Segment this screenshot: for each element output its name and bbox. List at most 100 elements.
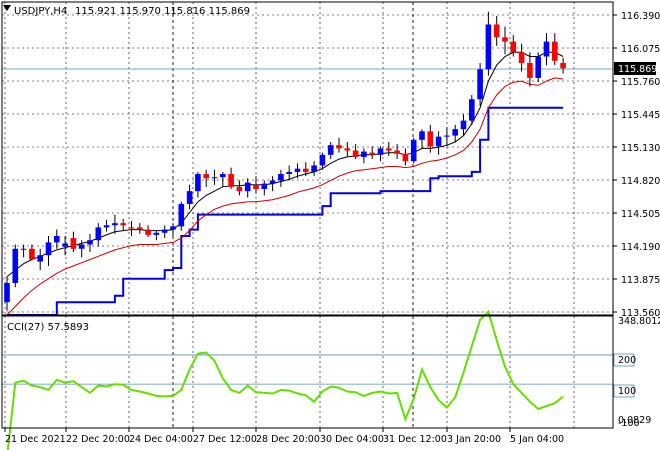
price-axis: 116.390 116.075 115.760 115.445 115.130 114.8… <box>613 11 660 319</box>
cci-level-tag <box>613 353 635 367</box>
candle-bear <box>120 223 126 226</box>
candle-bull <box>410 139 417 162</box>
candle-bull <box>261 183 268 189</box>
candle-bull <box>286 171 292 175</box>
candle-bear <box>352 150 359 157</box>
candle-bull <box>311 165 317 172</box>
chart-frame <box>1 1 614 429</box>
candle-bull <box>485 24 492 70</box>
price-tags: 115.869 348.8012 200 100 0.0829-100 <box>613 62 660 429</box>
candle-bull <box>161 229 168 233</box>
candle-bear <box>402 153 409 162</box>
cci-label: CCI(27) 57.5893 <box>7 322 89 333</box>
candle-bull <box>269 180 276 184</box>
candle-bear <box>427 131 434 147</box>
candle-bear <box>518 52 525 63</box>
y-tick-label: 115.130 <box>621 143 660 154</box>
candle-bear <box>253 184 259 189</box>
cci-scale-label: -100 <box>618 418 640 429</box>
candle-bull <box>543 41 550 57</box>
candle-bear <box>493 24 500 38</box>
candle-bull <box>45 242 52 256</box>
candle-bear <box>128 227 135 229</box>
candle-bear <box>145 229 151 235</box>
collapse-triangle-icon[interactable] <box>3 5 11 11</box>
candle-bull <box>377 148 384 155</box>
trailing-stop-line <box>7 106 564 316</box>
candle-bull <box>477 69 483 100</box>
current-price-text: 115.869 <box>618 64 657 75</box>
candle-bull <box>535 56 541 78</box>
candle-bull <box>170 226 176 230</box>
candle-bull <box>87 240 93 245</box>
x-tick-label: 27 Dec 12:00 <box>193 434 257 445</box>
candle-bear <box>510 41 517 53</box>
x-tick-label: 24 Dec 04:00 <box>129 434 193 445</box>
candle-bull <box>12 248 19 283</box>
chart-grid <box>2 2 613 428</box>
candle-bear <box>303 168 309 172</box>
candle-bear <box>70 238 77 249</box>
ohlc-readout: 115.921 115.970 115.816 115.869 <box>75 6 250 17</box>
candle-bear <box>336 145 342 149</box>
candle-bear <box>137 227 143 230</box>
cci-line <box>6 309 564 450</box>
x-tick-label: 31 Dec 12:00 <box>383 434 447 445</box>
candle-bear <box>236 186 243 192</box>
candle-bear <box>527 62 533 78</box>
candle-bull <box>62 243 68 247</box>
candles <box>4 11 566 311</box>
candle-bull <box>186 191 193 204</box>
candle-bull <box>220 174 226 178</box>
candle-bull <box>153 232 160 235</box>
candle-bull <box>95 227 102 241</box>
x-tick-label: 5 Jan 04:00 <box>510 434 564 445</box>
y-tick-label: 114.820 <box>621 176 660 187</box>
candle-bear <box>369 152 375 155</box>
candle-bear <box>344 148 351 151</box>
candle-bull <box>469 99 475 121</box>
symbol-title: USDJPY,H4 <box>14 6 67 17</box>
candle-bull <box>4 282 10 303</box>
cci-scale-label: 200 <box>618 355 636 366</box>
candle-bull <box>54 235 60 243</box>
y-tick-label: 114.190 <box>621 242 660 253</box>
cci-scale-label: 0.0829 <box>618 415 651 426</box>
candle-bull <box>244 182 251 192</box>
candle-bear <box>502 37 508 42</box>
candle-bear <box>552 41 558 61</box>
candle-bear <box>203 174 209 179</box>
y-tick-label: 113.875 <box>621 275 660 286</box>
cci-level-lines <box>2 354 613 385</box>
candle-bull <box>327 145 334 155</box>
candle-bull <box>460 120 467 130</box>
candle-bull <box>37 255 43 262</box>
main-panel-border <box>1 1 614 316</box>
candle-bull <box>78 244 85 249</box>
candle-bull <box>195 174 201 192</box>
lower-envelope-line <box>6 77 564 316</box>
candle-bull <box>319 154 326 166</box>
y-tick-label: 113.560 <box>621 308 660 319</box>
candle-bull <box>419 131 425 140</box>
current-price-tag <box>614 62 656 75</box>
candle-bull <box>178 203 185 227</box>
cci-level-tag <box>613 384 635 398</box>
candle-bull <box>103 225 110 228</box>
candle-bull <box>278 174 284 181</box>
cci-scale-label: 100 <box>618 386 636 397</box>
x-tick-label: 28 Dec 20:00 <box>256 434 320 445</box>
candle-bear <box>29 248 35 260</box>
time-axis: 21 Dec 2021 22 Dec 20:00 24 Dec 04:00 27 De… <box>4 428 564 445</box>
x-tick-label: 21 Dec 2021 <box>5 434 66 445</box>
candle-bear <box>394 150 400 154</box>
candle-bear <box>228 174 234 187</box>
cci-scale-label: 348.8012 <box>618 316 660 327</box>
x-tick-label: 30 Dec 04:00 <box>320 434 384 445</box>
candle-bull <box>435 136 442 147</box>
x-tick-label: 3 Jan 20:00 <box>447 434 501 445</box>
candle-bear <box>386 148 392 151</box>
y-tick-label: 115.760 <box>621 77 660 88</box>
candle-bull <box>112 223 118 226</box>
